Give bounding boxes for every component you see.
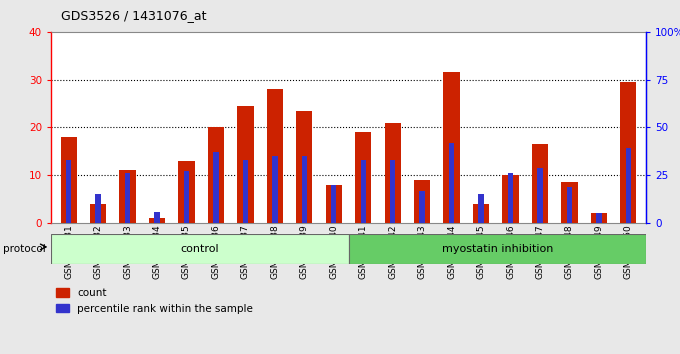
Bar xyxy=(120,171,136,223)
Bar xyxy=(532,144,548,223)
Bar xyxy=(449,143,454,223)
Legend: count, percentile rank within the sample: count, percentile rank within the sample xyxy=(56,289,253,314)
Bar xyxy=(591,213,607,223)
Text: protocol: protocol xyxy=(3,244,46,254)
Bar xyxy=(154,212,160,223)
Bar xyxy=(302,156,307,223)
Bar xyxy=(51,234,348,264)
Bar xyxy=(243,160,248,223)
Text: GDS3526 / 1431076_at: GDS3526 / 1431076_at xyxy=(61,9,207,22)
Bar xyxy=(348,234,646,264)
Bar xyxy=(443,73,460,223)
Bar xyxy=(214,152,218,223)
Bar xyxy=(385,123,401,223)
Bar xyxy=(208,127,224,223)
Bar xyxy=(620,82,636,223)
Bar xyxy=(479,194,483,223)
Bar xyxy=(267,89,283,223)
Bar xyxy=(473,204,489,223)
Bar xyxy=(296,111,312,223)
Bar xyxy=(149,218,165,223)
Bar xyxy=(561,182,577,223)
Bar xyxy=(66,160,71,223)
Bar xyxy=(508,173,513,223)
Bar xyxy=(184,171,189,223)
Bar xyxy=(414,180,430,223)
Bar xyxy=(272,156,277,223)
Bar xyxy=(90,204,106,223)
Bar xyxy=(626,148,631,223)
Bar xyxy=(537,167,543,223)
Text: myostatin inhibition: myostatin inhibition xyxy=(441,244,553,254)
Text: control: control xyxy=(180,244,219,254)
Bar xyxy=(566,187,572,223)
Bar xyxy=(178,161,194,223)
Bar xyxy=(125,173,131,223)
Bar xyxy=(61,137,77,223)
Bar xyxy=(331,185,337,223)
Bar xyxy=(420,190,425,223)
Bar xyxy=(95,194,101,223)
Bar xyxy=(355,132,371,223)
Bar xyxy=(237,106,254,223)
Bar xyxy=(390,160,395,223)
Bar xyxy=(360,160,366,223)
Bar xyxy=(596,213,602,223)
Bar xyxy=(503,175,519,223)
Bar xyxy=(326,185,342,223)
